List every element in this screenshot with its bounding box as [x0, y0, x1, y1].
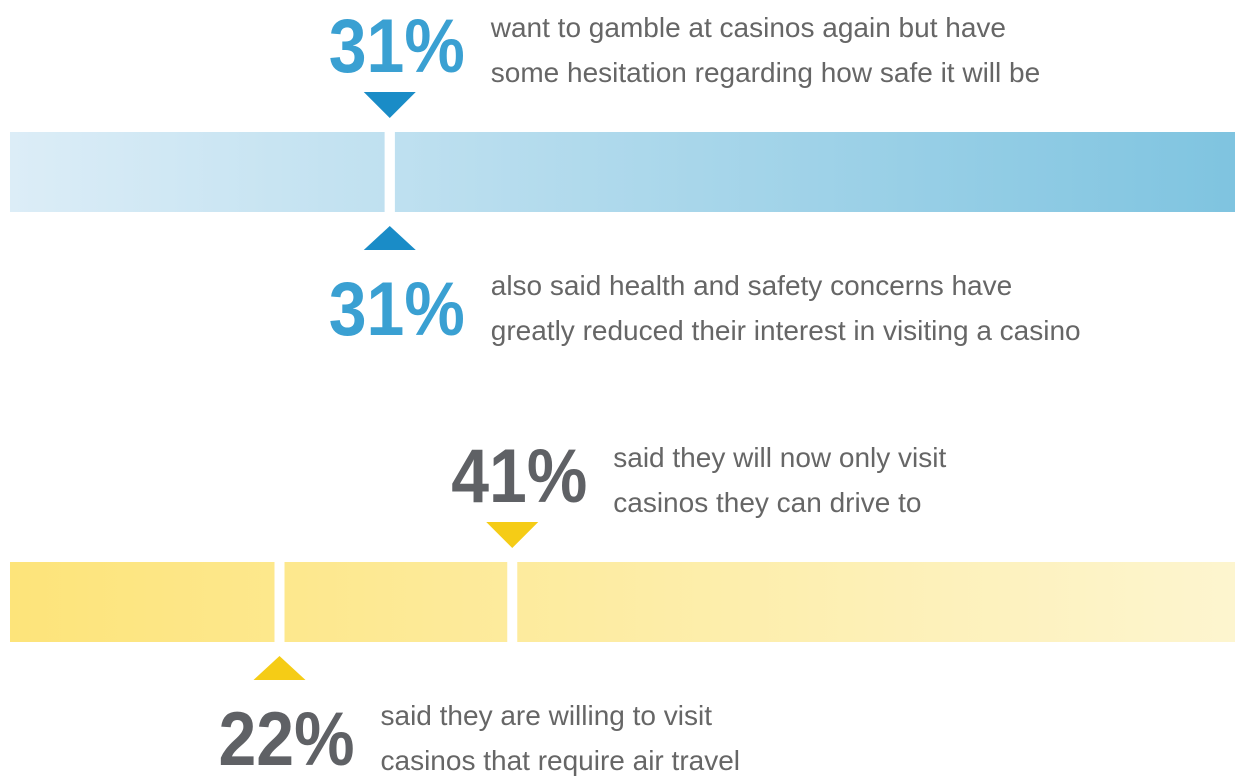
- marker-triangle: [253, 656, 306, 680]
- stat-text: want to gamble at casinos again but have: [490, 12, 1006, 43]
- marker-triangle: [486, 522, 539, 548]
- bar-gap: [274, 562, 285, 642]
- marker-triangle: [363, 92, 416, 118]
- stat-text: said they are willing to visit: [381, 700, 713, 731]
- stat-text: casinos that require air travel: [381, 745, 741, 776]
- stat-number: 22%: [219, 697, 355, 778]
- stat-number: 31%: [329, 267, 465, 352]
- stat-text: greatly reduced their interest in visiti…: [491, 315, 1081, 346]
- bar-gap: [507, 562, 518, 642]
- stat-number: 31%: [329, 4, 465, 89]
- stat-text: casinos they can drive to: [613, 487, 921, 518]
- stat-number: 41%: [451, 434, 587, 519]
- bar: [10, 132, 1235, 212]
- marker-triangle: [363, 226, 416, 250]
- stat-text: also said health and safety concerns hav…: [491, 270, 1012, 301]
- stat-text: said they will now only visit: [613, 442, 946, 473]
- stat-text: some hesitation regarding how safe it wi…: [491, 57, 1040, 88]
- bar-gap: [384, 132, 395, 212]
- bar: [10, 562, 1235, 642]
